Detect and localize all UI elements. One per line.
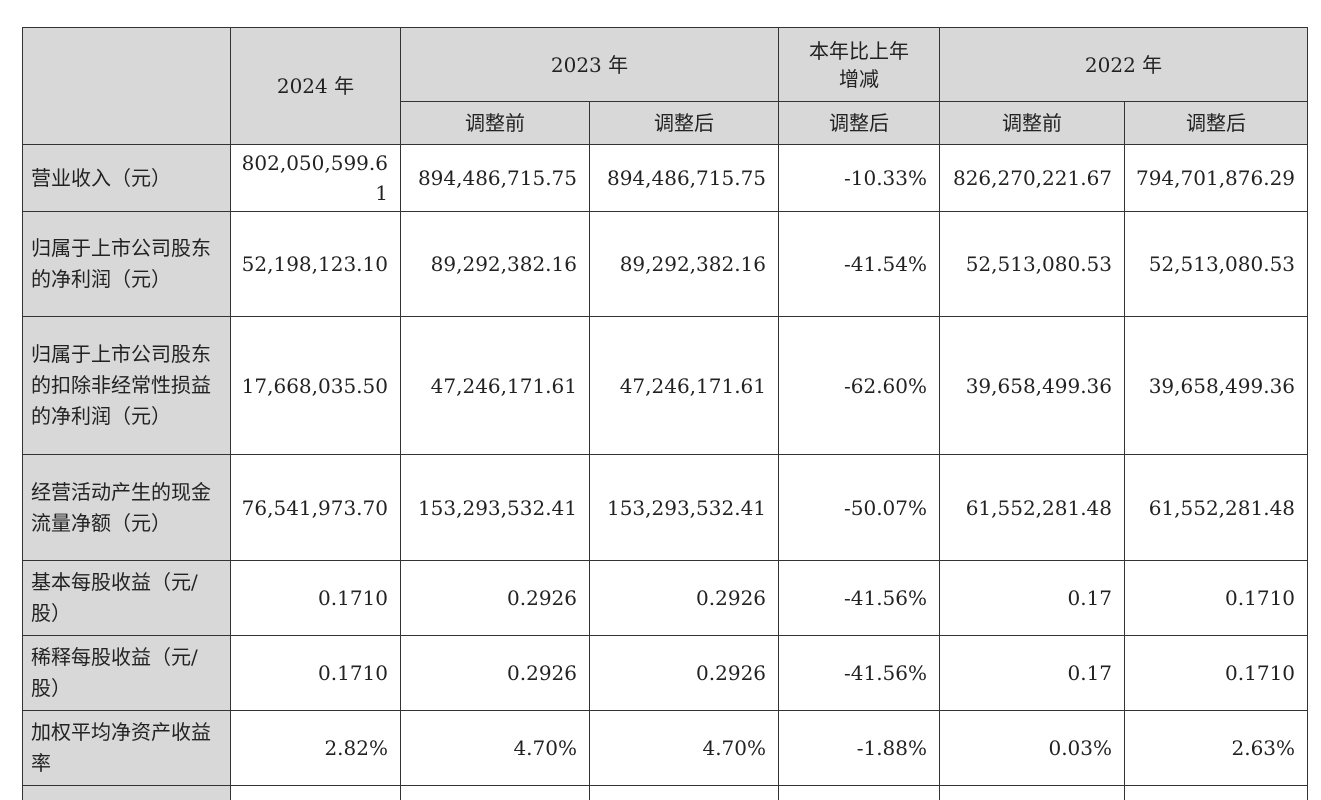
header-2023: 2023 年 [399, 27, 780, 102]
truncated-cell [1124, 785, 1309, 800]
value-2023-before: 894,486,715.75 [400, 144, 590, 212]
row-label: 归属于上市公司股东的扣除非经常性损益的净利润（元） [22, 316, 231, 455]
value-2024: 802,050,599.61 [230, 144, 401, 212]
value-2023-before: 89,292,382.16 [400, 211, 590, 317]
value-2023-after: 0.2926 [588, 560, 780, 636]
header-2024: 2024 年 [230, 27, 401, 145]
value-2023-before: 47,246,171.61 [400, 316, 590, 455]
value-2024: 2.82% [230, 710, 401, 786]
table-row: 营业收入（元） 802,050,599.61 894,486,715.75 89… [22, 144, 1309, 212]
table-row: 归属于上市公司股东的净利润（元） 52,198,123.10 89,292,38… [22, 211, 1309, 317]
value-change: -41.56% [778, 635, 941, 711]
truncated-cell [939, 785, 1126, 800]
table-row: 加权平均净资产收益率 2.82% 4.70% 4.70% -1.88% 0.03… [22, 710, 1309, 786]
value-2022-after: 39,658,499.36 [1124, 316, 1309, 455]
value-2024: 76,541,973.70 [230, 454, 401, 561]
value-2022-after: 2.63% [1124, 710, 1309, 786]
header-2023-before: 调整前 [400, 101, 590, 145]
header-2022-after: 调整后 [1124, 101, 1309, 145]
value-change: -41.56% [778, 560, 941, 636]
truncated-cell [778, 785, 941, 800]
header-row-adjust: 调整前 调整后 调整后 调整前 调整后 [23, 101, 1309, 145]
value-2022-before: 61,552,281.48 [939, 454, 1126, 561]
value-change: -10.33% [778, 144, 941, 212]
table-row: 经营活动产生的现金流量净额（元） 76,541,973.70 153,293,5… [22, 454, 1309, 561]
truncated-cell [22, 785, 231, 800]
value-change: -1.88% [778, 710, 941, 786]
header-change-after: 调整后 [778, 101, 941, 145]
value-2022-before: 0.03% [939, 710, 1126, 786]
header-2023-after: 调整后 [588, 101, 780, 145]
value-2022-after: 794,701,876.29 [1124, 144, 1309, 212]
value-2022-after: 61,552,281.48 [1124, 454, 1309, 561]
value-2023-after: 47,246,171.61 [588, 316, 780, 455]
truncated-cell [588, 785, 780, 800]
value-2024: 0.1710 [230, 635, 401, 711]
value-2023-after: 89,292,382.16 [588, 211, 780, 317]
value-2023-after: 894,486,715.75 [588, 144, 780, 212]
row-label: 加权平均净资产收益率 [22, 710, 231, 786]
value-2024: 17,668,035.50 [230, 316, 401, 455]
value-2023-before: 153,293,532.41 [400, 454, 590, 561]
value-change: -41.54% [778, 211, 941, 317]
value-2023-after: 153,293,532.41 [588, 454, 780, 561]
value-2022-before: 0.17 [939, 635, 1126, 711]
truncated-row [22, 785, 1309, 800]
header-2022-before: 调整前 [939, 101, 1126, 145]
value-2024: 0.1710 [230, 560, 401, 636]
value-2023-before: 0.2926 [400, 635, 590, 711]
row-label: 基本每股收益（元/股） [22, 560, 231, 636]
header-change: 本年比上年增减 [778, 27, 941, 102]
header-2022: 2022 年 [939, 27, 1309, 102]
table-row: 基本每股收益（元/股） 0.1710 0.2926 0.2926 -41.56%… [22, 560, 1309, 636]
row-label: 营业收入（元） [22, 144, 231, 212]
value-2023-after: 4.70% [588, 710, 780, 786]
row-label: 经营活动产生的现金流量净额（元） [22, 454, 231, 561]
row-label: 稀释每股收益（元/股） [22, 635, 231, 711]
value-2022-before: 0.17 [939, 560, 1126, 636]
value-2022-before: 52,513,080.53 [939, 211, 1126, 317]
header-row-years: 2024 年 2023 年 本年比上年增减 2022 年 [22, 27, 1309, 145]
value-change: -50.07% [778, 454, 941, 561]
value-2022-after: 0.1710 [1124, 560, 1309, 636]
table-row: 归属于上市公司股东的扣除非经常性损益的净利润（元） 17,668,035.50 … [22, 316, 1309, 455]
value-2022-before: 39,658,499.36 [939, 316, 1126, 455]
table-row: 稀释每股收益（元/股） 0.1710 0.2926 0.2926 -41.56%… [22, 635, 1309, 711]
value-change: -62.60% [778, 316, 941, 455]
truncated-cell [400, 785, 590, 800]
financial-summary-table: 2024 年 2023 年 本年比上年增减 2022 年 调整前 调整后 调整后… [22, 27, 1309, 800]
value-2023-after: 0.2926 [588, 635, 780, 711]
value-2023-before: 0.2926 [400, 560, 590, 636]
truncated-cell [230, 785, 401, 800]
value-2023-before: 4.70% [400, 710, 590, 786]
value-2022-after: 0.1710 [1124, 635, 1309, 711]
value-2022-after: 52,513,080.53 [1124, 211, 1309, 317]
row-label: 归属于上市公司股东的净利润（元） [22, 211, 231, 317]
header-corner-cell [22, 27, 231, 145]
value-2022-before: 826,270,221.67 [939, 144, 1126, 212]
value-2024: 52,198,123.10 [230, 211, 401, 317]
